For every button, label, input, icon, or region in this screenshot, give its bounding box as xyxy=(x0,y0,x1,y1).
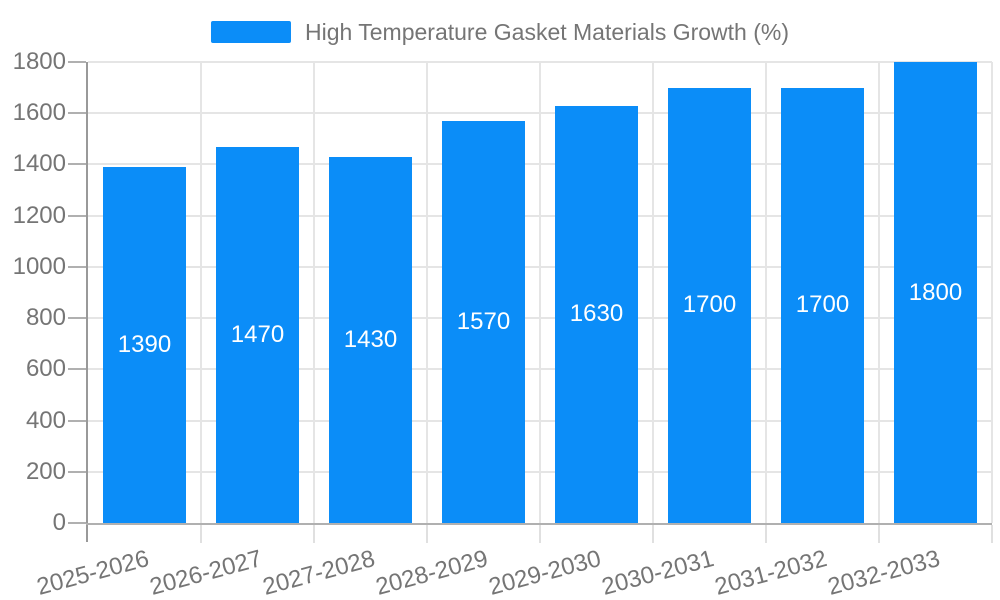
gridline-vertical xyxy=(765,62,767,523)
y-axis-tick xyxy=(68,470,86,473)
y-axis-tick-label: 1400 xyxy=(12,150,66,178)
x-axis-tick-label: 2031-2032 xyxy=(711,545,830,600)
bar[interactable]: 1700 xyxy=(781,87,864,523)
y-axis-tick-label: 0 xyxy=(52,509,66,536)
x-axis-tick xyxy=(313,525,315,543)
gridline-vertical xyxy=(878,62,880,523)
gridline-vertical xyxy=(991,62,993,523)
bar-value-label: 1700 xyxy=(682,291,737,319)
gridline-vertical xyxy=(652,62,654,523)
bar-value-label: 1630 xyxy=(569,300,624,328)
bar[interactable]: 1390 xyxy=(103,167,186,523)
y-axis-tick-label: 400 xyxy=(25,406,66,434)
y-axis-tick-label: 200 xyxy=(25,457,66,485)
gridline-vertical xyxy=(200,62,202,523)
gridline-vertical xyxy=(313,62,315,523)
y-axis-line xyxy=(86,62,88,542)
y-axis-tick xyxy=(68,522,86,524)
legend-item[interactable]: High Temperature Gasket Materials Growth… xyxy=(210,19,790,45)
x-axis-tick xyxy=(426,525,428,543)
bar-value-label: 1470 xyxy=(230,320,285,348)
y-axis-tick-label: 800 xyxy=(25,304,66,332)
y-axis-tick xyxy=(68,368,86,371)
x-axis-tick-label: 2026-2027 xyxy=(146,545,265,600)
y-axis-tick xyxy=(68,112,86,115)
bar[interactable]: 1630 xyxy=(555,105,638,523)
x-axis-tick-label: 2027-2028 xyxy=(259,545,378,600)
legend-swatch xyxy=(210,21,291,43)
bar[interactable]: 1430 xyxy=(329,156,412,523)
x-axis-tick xyxy=(765,525,767,543)
x-axis-tick-label: 2028-2029 xyxy=(372,545,491,600)
y-axis-tick xyxy=(68,163,86,166)
bar-value-label: 1430 xyxy=(343,325,398,353)
bar-value-label: 1390 xyxy=(117,331,172,358)
bar-value-label: 1800 xyxy=(908,278,963,306)
y-axis-tick xyxy=(68,214,86,217)
x-axis-tick xyxy=(991,525,993,543)
y-axis-tick-label: 1800 xyxy=(12,48,66,75)
legend-label: High Temperature Gasket Materials Growth… xyxy=(304,19,790,45)
x-axis-tick-label: 2025-2026 xyxy=(33,545,152,600)
x-axis-tick-label: 2032-2033 xyxy=(824,545,943,600)
bar[interactable]: 1700 xyxy=(668,87,751,523)
bar-value-label: 1700 xyxy=(795,291,850,319)
x-axis-tick xyxy=(539,525,541,543)
y-axis-tick xyxy=(68,265,86,268)
x-axis-tick-label: 2030-2031 xyxy=(598,545,717,600)
bar[interactable]: 1570 xyxy=(442,120,525,523)
y-axis-tick-label: 1000 xyxy=(12,252,66,280)
gridline-vertical xyxy=(426,62,428,523)
x-axis-tick xyxy=(200,525,202,543)
bar[interactable]: 1800 xyxy=(894,62,977,523)
bar[interactable]: 1470 xyxy=(216,146,299,523)
y-axis-tick-label: 600 xyxy=(25,355,66,383)
x-axis-tick xyxy=(878,525,880,543)
y-axis-tick xyxy=(68,317,86,320)
y-axis-tick xyxy=(68,61,86,63)
y-axis-tick xyxy=(68,419,86,422)
y-axis-tick-label: 1200 xyxy=(12,201,66,229)
plot-area: 0 200 400 600 800 1000 1200 1400 1600 1800 1390 147… xyxy=(13,48,993,600)
x-axis-tick-label: 2029-2030 xyxy=(485,545,604,600)
x-axis-line xyxy=(86,523,992,525)
gridline-vertical xyxy=(539,62,541,523)
y-axis-tick-label: 1600 xyxy=(12,99,66,127)
bar-value-label: 1570 xyxy=(456,307,511,335)
x-axis-tick xyxy=(652,525,654,543)
